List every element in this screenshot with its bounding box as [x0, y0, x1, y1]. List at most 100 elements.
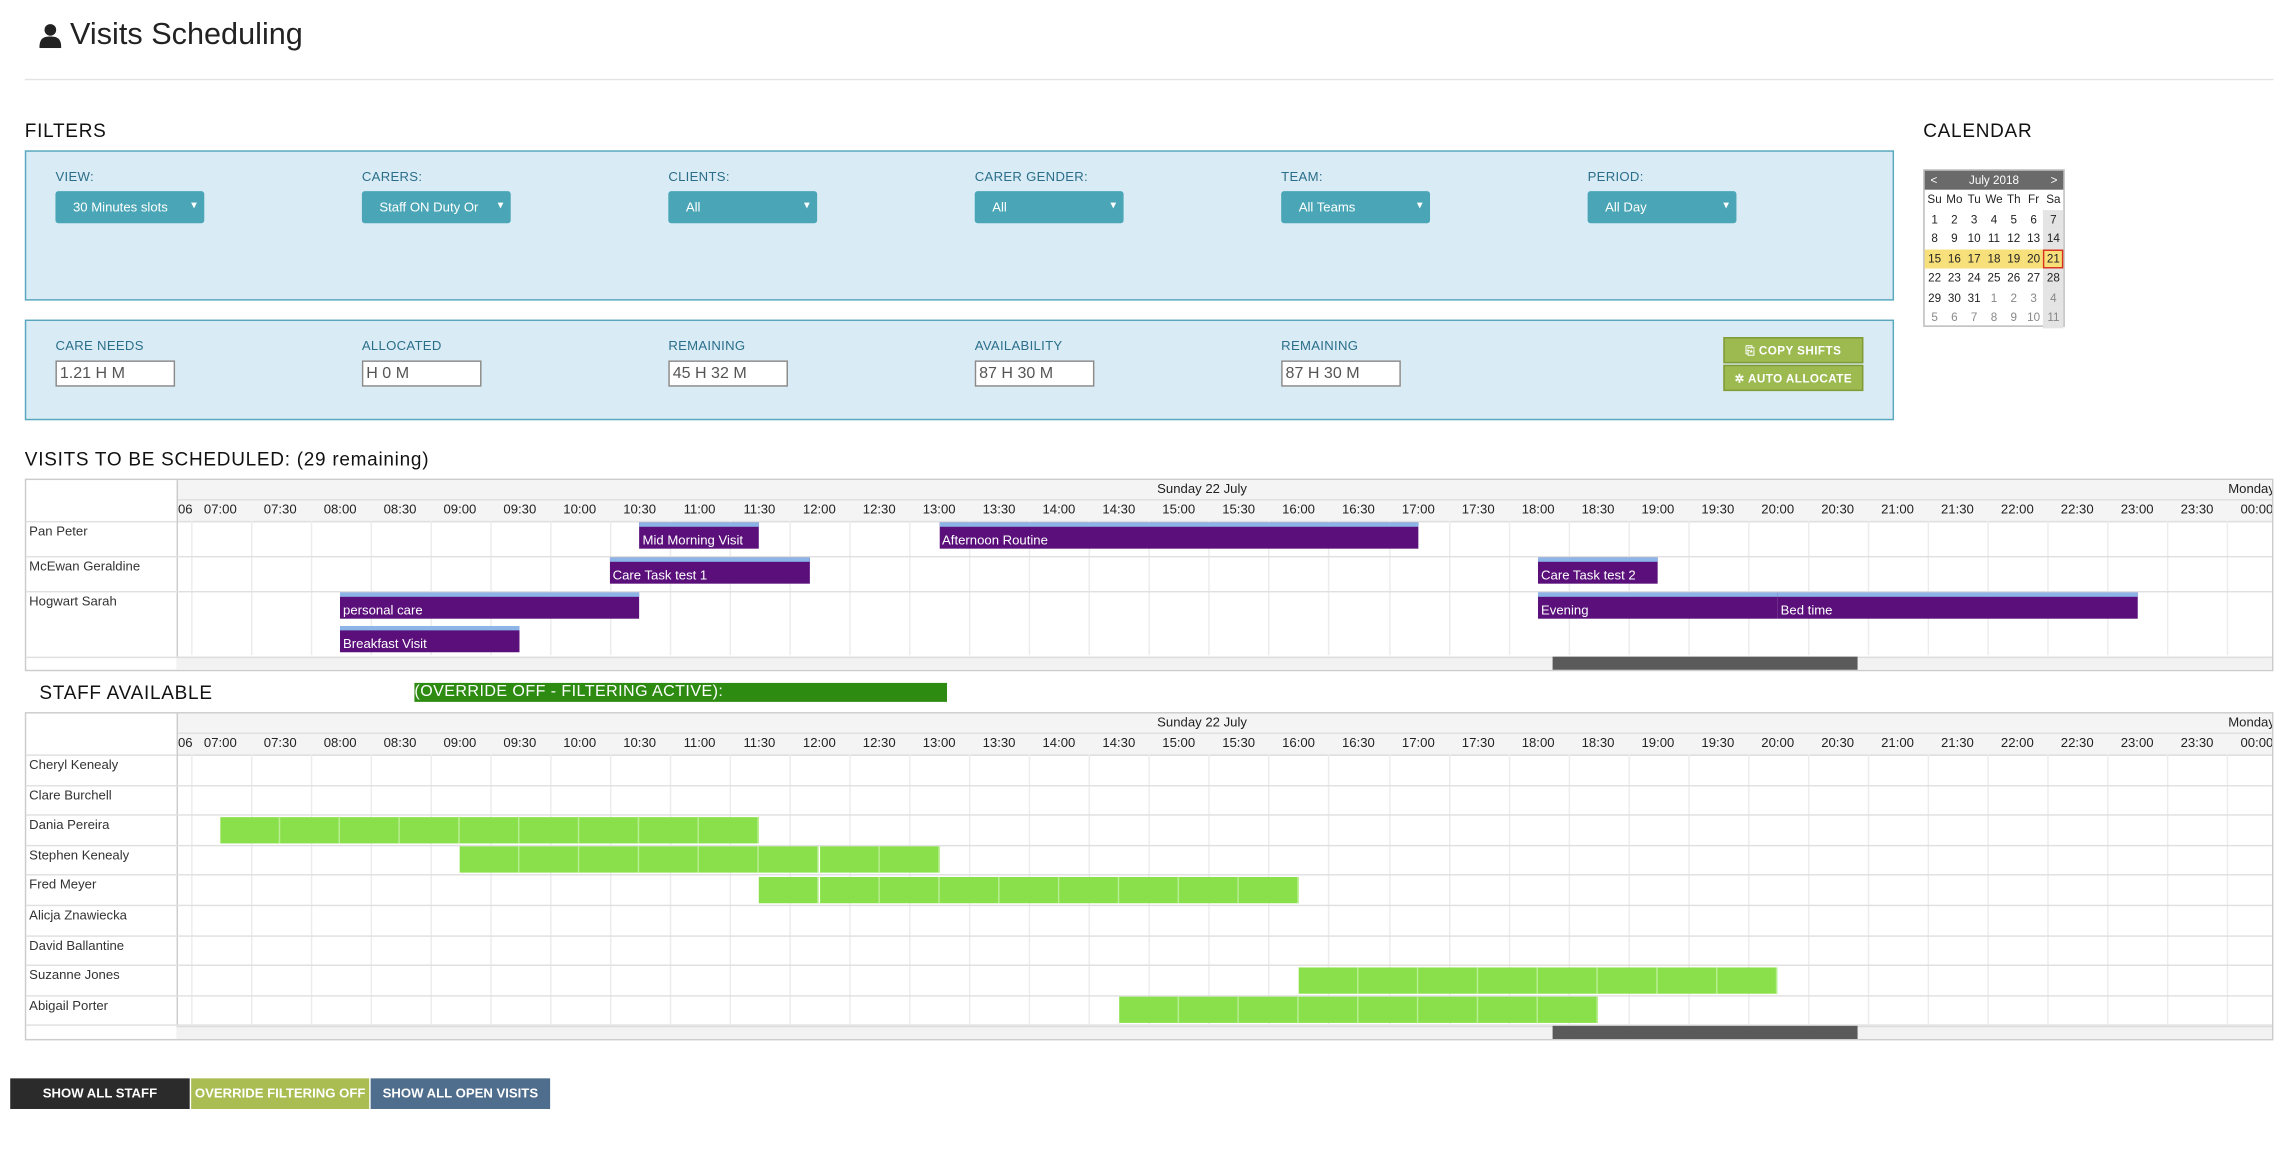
visit-block[interactable]: Bed time	[1777, 592, 2138, 619]
availability-slot[interactable]	[879, 876, 940, 904]
care-needs-field[interactable]: 1.21 H M	[55, 360, 176, 387]
calendar-day[interactable]: 21	[2043, 248, 2064, 269]
calendar-day[interactable]: 6	[1951, 310, 1958, 324]
calendar-day[interactable]: 22	[1928, 271, 1942, 285]
availability-slot[interactable]	[1358, 997, 1419, 1024]
scrollbar-thumb[interactable]	[1552, 1025, 1858, 1039]
carers-select[interactable]: Staff ON Duty Or ▾	[361, 191, 511, 224]
remaining-availability-field[interactable]: 87 H 30 M	[1281, 360, 1401, 387]
calendar-day[interactable]: 8	[1931, 232, 1938, 246]
availability-slot[interactable]	[1058, 876, 1119, 904]
availability-slot[interactable]	[1717, 966, 1778, 994]
period-select[interactable]: All Day ▾	[1587, 191, 1737, 224]
view-select[interactable]: 30 Minutes slots ▾	[55, 191, 205, 224]
calendar-day[interactable]: 2	[1951, 212, 1958, 226]
copy-shifts-button[interactable]: ⎘ COPY SHIFTS	[1723, 337, 1864, 364]
calendar-day[interactable]: 18	[1984, 248, 2004, 269]
calendar-day[interactable]: 24	[1967, 271, 1981, 285]
calendar-day[interactable]: 2	[2010, 291, 2018, 305]
calendar-day[interactable]: 28	[2043, 268, 2064, 289]
calendar-day[interactable]: 7	[2043, 209, 2064, 230]
calendar-day[interactable]: 3	[1970, 212, 1978, 226]
availability-slot[interactable]	[1238, 997, 1299, 1024]
allocated-field[interactable]: H 0 M	[361, 360, 482, 387]
availability-slot[interactable]	[699, 816, 760, 843]
availability-slot[interactable]	[639, 846, 700, 874]
availability-slot[interactable]	[400, 816, 460, 843]
availability-slot[interactable]	[220, 816, 281, 843]
calendar-day[interactable]: 10	[2027, 310, 2041, 324]
visit-block[interactable]: Care Task test 1	[609, 557, 810, 584]
calendar-day[interactable]: 1	[1931, 212, 1938, 226]
visit-block[interactable]: Mid Morning Visit	[639, 522, 760, 549]
horizontal-scrollbar[interactable]	[176, 656, 2272, 670]
calendar-day[interactable]: 6	[2030, 212, 2037, 226]
calendar-day[interactable]: 20	[2023, 248, 2044, 269]
calendar-day[interactable]: 27	[2027, 271, 2041, 285]
availability-slot[interactable]	[1418, 966, 1479, 994]
prev-month-button[interactable]: <	[1930, 173, 1938, 187]
calendar-day[interactable]: 31	[1967, 291, 1981, 305]
availability-slot[interactable]	[459, 846, 520, 874]
availability-slot[interactable]	[1358, 966, 1419, 994]
availability-slot[interactable]	[519, 816, 580, 843]
remaining-field[interactable]: 45 H 32 M	[668, 360, 788, 387]
availability-slot[interactable]	[759, 876, 820, 904]
gender-select[interactable]: All ▾	[974, 191, 1124, 224]
horizontal-scrollbar[interactable]	[176, 1025, 2272, 1039]
visit-block[interactable]: Afternoon Routine	[939, 522, 1419, 549]
calendar-day[interactable]: 4	[2043, 288, 2064, 308]
calendar-day[interactable]: 26	[2007, 271, 2021, 285]
calendar-day[interactable]: 30	[1947, 291, 1961, 305]
calendar-day[interactable]: 5	[1931, 310, 1938, 324]
availability-slot[interactable]	[1538, 966, 1599, 994]
availability-slot[interactable]	[939, 876, 1000, 904]
calendar-day[interactable]: 29	[1928, 291, 1942, 305]
calendar-day[interactable]: 12	[2007, 232, 2021, 246]
availability-slot[interactable]	[699, 846, 760, 874]
calendar-day[interactable]: 5	[2010, 212, 2018, 226]
availability-slot[interactable]	[280, 816, 341, 843]
availability-slot[interactable]	[1298, 966, 1359, 994]
calendar-day[interactable]: 19	[2003, 248, 2024, 269]
calendar-day[interactable]: 16	[1944, 248, 1965, 269]
calendar-day[interactable]: 4	[1990, 212, 1998, 226]
availability-slot[interactable]	[340, 816, 401, 843]
availability-slot[interactable]	[1178, 876, 1239, 904]
availability-slot[interactable]	[879, 846, 940, 874]
show-all-open-visits-button[interactable]: SHOW ALL OPEN VISITS	[370, 1078, 551, 1109]
clients-select[interactable]: All ▾	[668, 191, 818, 224]
calendar-day[interactable]: 17	[1964, 248, 1985, 269]
calendar-day[interactable]: 25	[1987, 271, 2001, 285]
availability-slot[interactable]	[999, 876, 1059, 904]
calendar-day[interactable]: 3	[2030, 291, 2037, 305]
visit-block[interactable]: Breakfast Visit	[340, 625, 520, 653]
availability-slot[interactable]	[1118, 997, 1179, 1024]
availability-slot[interactable]	[1118, 876, 1179, 904]
calendar-day[interactable]: 9	[1951, 232, 1958, 246]
calendar-day[interactable]: 8	[1990, 310, 1998, 324]
visit-block[interactable]: Evening	[1538, 592, 1778, 619]
visit-block[interactable]: personal care	[340, 592, 640, 619]
availability-slot[interactable]	[1478, 997, 1539, 1024]
availability-slot[interactable]	[579, 846, 640, 874]
availability-slot[interactable]	[1418, 997, 1479, 1024]
calendar-day[interactable]: 10	[1967, 232, 1981, 246]
availability-slot[interactable]	[759, 846, 820, 874]
visit-block[interactable]: Care Task test 2	[1538, 557, 1658, 584]
team-select[interactable]: All Teams ▾	[1281, 191, 1431, 224]
availability-slot[interactable]	[1238, 876, 1299, 904]
calendar-day[interactable]: 11	[2043, 307, 2064, 328]
calendar-day[interactable]: 23	[1947, 271, 1961, 285]
availability-slot[interactable]	[519, 846, 580, 874]
availability-slot[interactable]	[1478, 966, 1539, 994]
availability-slot[interactable]	[1178, 997, 1239, 1024]
calendar-day[interactable]: 11	[1987, 232, 2001, 246]
calendar-day[interactable]: 14	[2043, 229, 2064, 249]
availability-slot[interactable]	[819, 876, 880, 904]
calendar-day[interactable]: 7	[1970, 310, 1978, 324]
availability-field[interactable]: 87 H 30 M	[974, 360, 1095, 387]
show-all-staff-button[interactable]: SHOW ALL STAFF	[10, 1078, 190, 1109]
availability-slot[interactable]	[1538, 997, 1599, 1024]
next-month-button[interactable]: >	[2050, 173, 2058, 187]
